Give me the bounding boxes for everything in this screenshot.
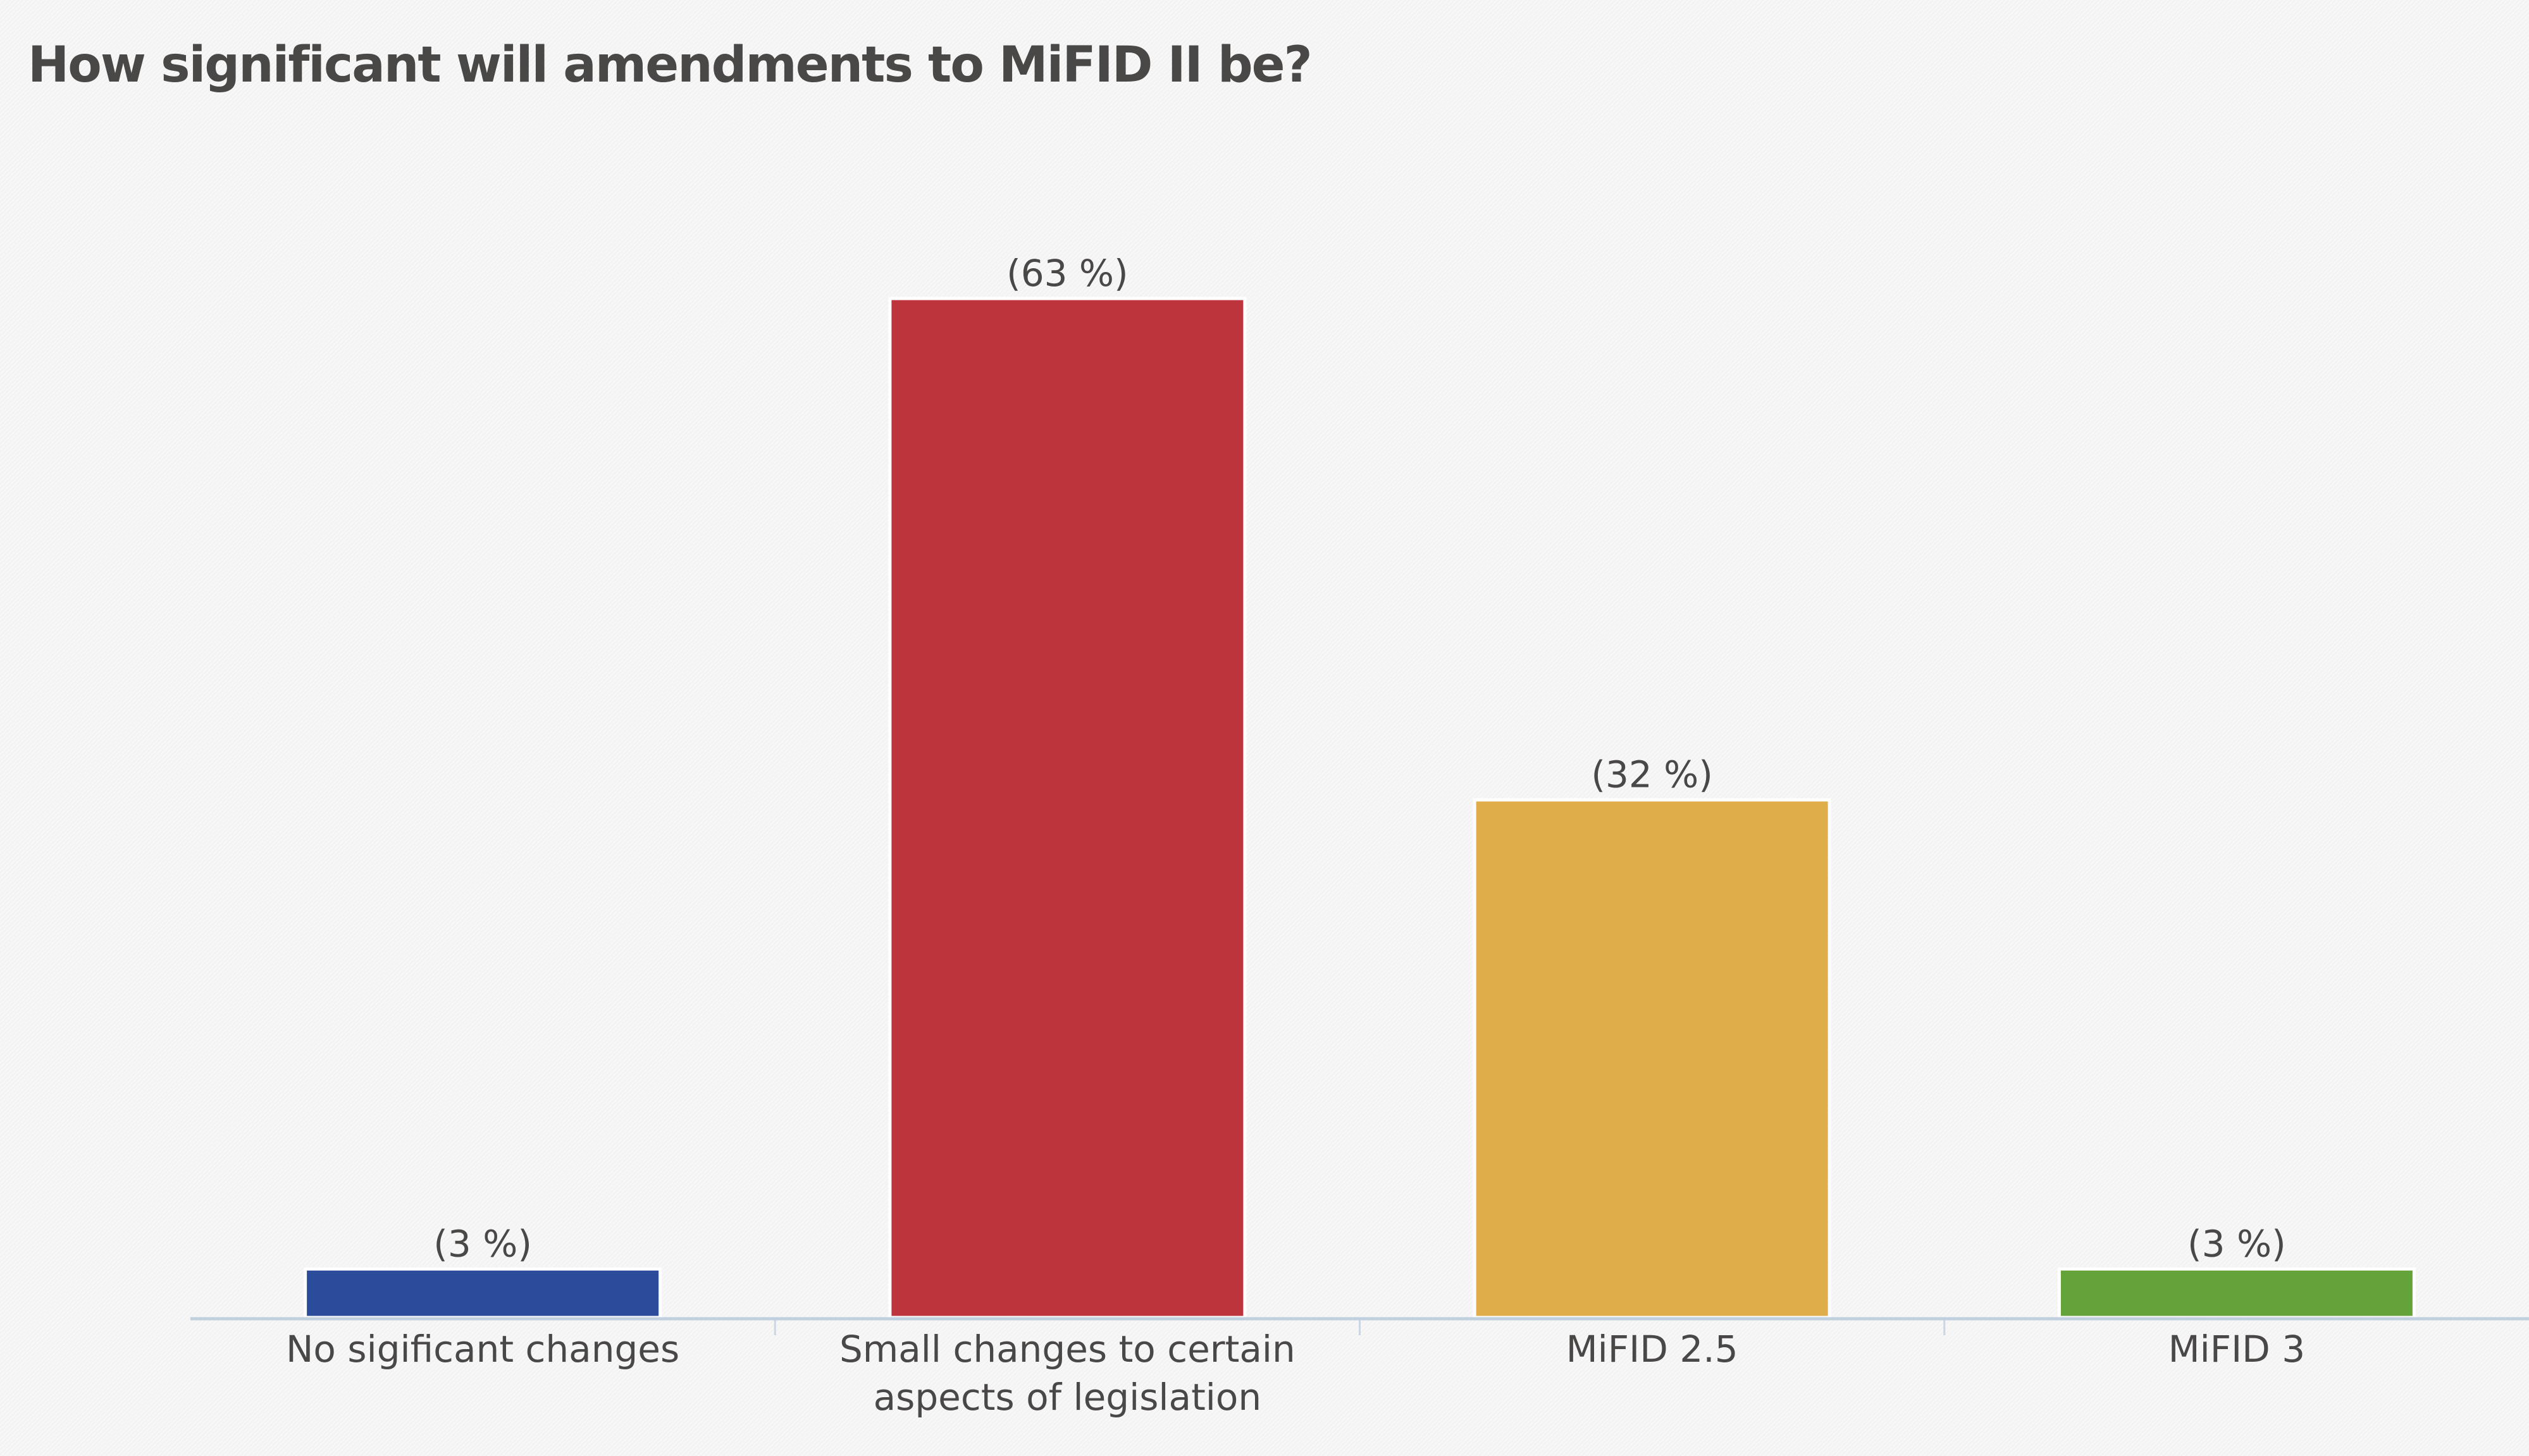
bar xyxy=(2057,1267,2416,1319)
data-label: (3 %) xyxy=(2187,1222,2286,1265)
x-tick-label: Small changes to certain xyxy=(839,1328,1295,1371)
bar xyxy=(888,297,1247,1319)
bar xyxy=(1473,798,1831,1319)
x-tick-label: No sigificant changes xyxy=(286,1328,679,1371)
data-label: (32 %) xyxy=(1591,753,1713,796)
x-tick-label: aspects of legislation xyxy=(874,1376,1262,1419)
x-tick-label: MiFID 3 xyxy=(2168,1328,2306,1371)
data-label: (63 %) xyxy=(1006,252,1128,295)
data-label: (3 %) xyxy=(433,1222,532,1265)
x-tick-label: MiFID 2.5 xyxy=(1566,1328,1738,1371)
bar xyxy=(304,1267,662,1319)
chart-title: How significant will amendments to MiFID… xyxy=(28,37,1313,94)
